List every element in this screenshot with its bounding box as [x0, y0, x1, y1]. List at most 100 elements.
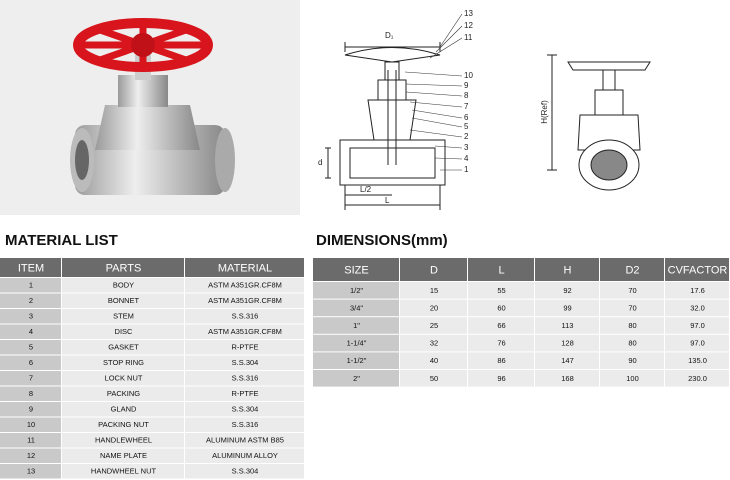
header-text: L: [498, 264, 504, 276]
callout-number: 13: [464, 9, 473, 18]
header-text: D2: [625, 264, 639, 276]
table-cell: [185, 386, 304, 401]
callout-number: 4: [464, 154, 469, 163]
table-cell: [535, 317, 599, 334]
cell-text: 8: [29, 389, 33, 398]
table-cell: [185, 293, 304, 308]
cell-text: 1/2": [350, 286, 363, 295]
table-cell: [665, 317, 729, 334]
table-cell: [665, 352, 729, 369]
header-cell: [62, 258, 184, 277]
cell-text: 2": [353, 374, 360, 383]
table-cell: [400, 317, 467, 334]
table-cell: [400, 334, 467, 352]
table-cell: [313, 282, 399, 299]
table-cell: [62, 464, 184, 479]
cell-text: 97.0: [690, 321, 705, 330]
callout-number: 12: [464, 21, 473, 30]
table-cell: [600, 334, 664, 352]
table-cell: [400, 299, 467, 317]
table-cell: [468, 352, 534, 369]
table-cell: [185, 371, 304, 386]
table-cell: [185, 402, 304, 417]
table-cell: [313, 334, 399, 352]
cell-text: PACKING: [107, 389, 140, 398]
cell-text: 99: [563, 303, 571, 312]
cell-text: 1: [29, 281, 33, 290]
cell-text: 92: [563, 286, 571, 295]
table-cell: [600, 370, 664, 387]
table-cell: [185, 309, 304, 324]
table-cell: [0, 355, 61, 370]
cell-text: 60: [497, 303, 505, 312]
header-cell: [400, 258, 467, 281]
dim-label: D₁: [385, 31, 394, 40]
cell-text: PACKING NUT: [98, 420, 149, 429]
header-cell: [313, 258, 399, 281]
table-cell: [535, 352, 599, 369]
cell-text: 168: [561, 374, 574, 383]
header-text: H: [564, 264, 572, 276]
table-cell: [62, 340, 184, 355]
cell-text: 17.6: [690, 286, 705, 295]
header-cell: [468, 258, 534, 281]
header-text: CVFACTOR: [668, 264, 728, 276]
header-cell: [600, 258, 664, 281]
cell-text: ALUMINUM ALLOY: [212, 451, 278, 460]
table-cell: [665, 370, 729, 387]
table-cell: [468, 317, 534, 334]
table-cell: [62, 324, 184, 339]
cell-text: 50: [430, 374, 438, 383]
cell-text: 1-1/4": [347, 339, 367, 348]
table-cell: [62, 371, 184, 386]
callout-number: 1: [464, 165, 469, 174]
cell-text: 7: [29, 374, 33, 383]
table-cell: [665, 282, 729, 299]
cell-text: 230.0: [688, 374, 707, 383]
header-text: SIZE: [344, 264, 368, 276]
header-text: PARTS: [106, 262, 142, 274]
cell-text: 100: [626, 374, 639, 383]
table-cell: [400, 352, 467, 369]
cell-text: GASKET: [108, 343, 139, 352]
callout-number: 9: [464, 81, 469, 90]
header-text: MATERIAL: [218, 262, 272, 274]
cell-text: 25: [430, 321, 438, 330]
cell-text: 90: [628, 356, 636, 365]
callout-number: 6: [464, 113, 469, 122]
cell-text: 12: [27, 451, 35, 460]
cell-text: R-PTFE: [231, 343, 258, 352]
cell-text: 13: [27, 467, 35, 476]
cell-text: S.S.304: [232, 358, 259, 367]
table-cell: [535, 334, 599, 352]
cell-text: S.S.304: [232, 405, 259, 414]
side-drawing: H(Ref): [540, 54, 651, 191]
table-cell: [0, 324, 61, 339]
cell-text: S.S.316: [232, 420, 259, 429]
table-cell: [468, 282, 534, 299]
header-cell: [185, 258, 304, 277]
cell-text: 40: [430, 356, 438, 365]
table-cell: [468, 334, 534, 352]
cell-text: BODY: [113, 281, 134, 290]
header-cell: [535, 258, 599, 281]
header-text: ITEM: [18, 262, 44, 274]
table-cell: [400, 282, 467, 299]
cell-text: 2: [29, 296, 33, 305]
cell-text: 113: [562, 321, 574, 330]
section-title: DIMENSIONS(mm): [316, 232, 448, 249]
callout-number: 7: [464, 102, 469, 111]
cell-text: 6: [29, 358, 33, 367]
cell-text: 32.0: [690, 303, 705, 312]
table-cell: [62, 402, 184, 417]
cell-text: R-PTFE: [231, 389, 258, 398]
table-cell: [535, 299, 599, 317]
cell-text: 80: [628, 339, 636, 348]
cell-text: 9: [29, 405, 33, 414]
cell-text: ASTM A351GR.CF8M: [208, 327, 282, 336]
cell-text: S.S.304: [232, 467, 259, 476]
table-cell: [0, 278, 61, 293]
table-cell: [0, 309, 61, 324]
cell-text: 15: [430, 286, 438, 295]
table-cell: [0, 464, 61, 479]
